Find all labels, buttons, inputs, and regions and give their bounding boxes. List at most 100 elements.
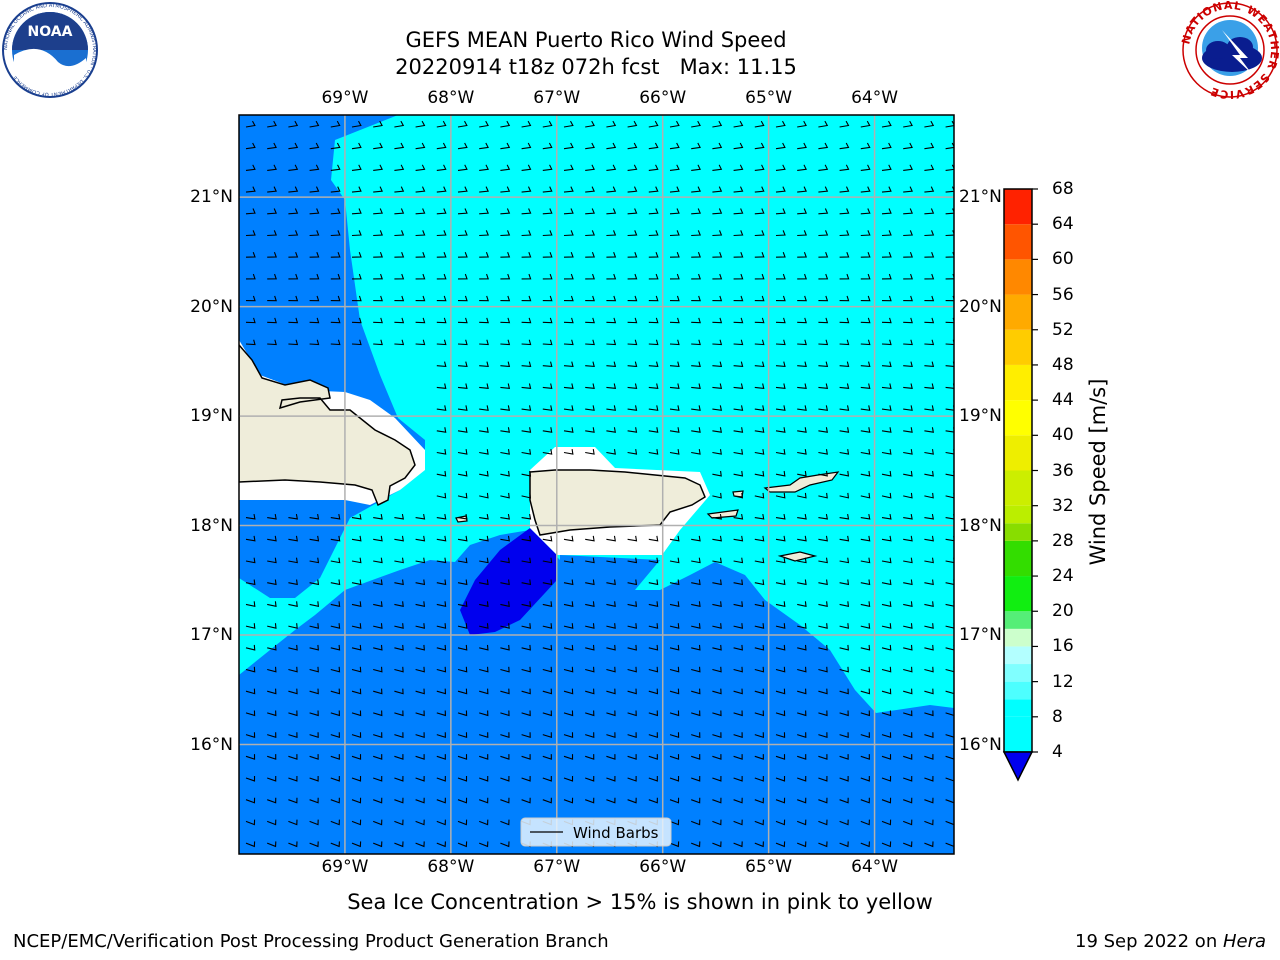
wind-barb <box>775 797 786 804</box>
wind-barb <box>606 557 616 564</box>
wind-barb <box>457 339 468 346</box>
wind-barb <box>521 230 532 237</box>
wind-barb <box>754 644 765 651</box>
wind-barb <box>245 732 256 739</box>
wind-barb <box>436 797 446 804</box>
wind-barb <box>839 666 849 673</box>
wind-barb <box>648 710 659 717</box>
wind-barb <box>881 470 892 477</box>
colorbar-tick-label: 56 <box>1052 284 1074 305</box>
wind-barb <box>288 623 298 629</box>
wind-barb <box>733 732 743 739</box>
wind-barb <box>415 666 425 673</box>
wind-barb <box>585 208 595 215</box>
wind-barb <box>267 644 277 651</box>
wind-barb <box>712 164 723 171</box>
wind-barb <box>563 623 574 629</box>
wind-barb <box>839 601 850 607</box>
wind-barb <box>436 339 447 346</box>
wind-barb <box>309 230 320 237</box>
wind-barb <box>733 797 743 804</box>
wind-barb <box>733 775 743 782</box>
island-vieques <box>706 509 739 519</box>
wind-barb <box>373 666 383 673</box>
wind-barb <box>394 797 404 804</box>
wind-barb <box>775 427 786 433</box>
wind-barb <box>881 273 892 280</box>
wind-barb <box>903 186 913 193</box>
wind-barb <box>691 666 701 673</box>
lat-tick-label-left: 20°N <box>190 296 233 317</box>
wind-barb <box>797 405 807 411</box>
wind-barb <box>691 383 701 389</box>
wind-barb <box>754 317 765 324</box>
wind-barb <box>394 557 404 564</box>
wind-barb <box>733 579 744 586</box>
wind-barb <box>351 317 362 324</box>
wind-barb <box>563 644 574 651</box>
colorbar-tick-label: 12 <box>1052 671 1074 692</box>
wind-barb <box>500 797 510 804</box>
wind-barb <box>754 186 765 193</box>
wind-barb <box>245 601 256 607</box>
wind-barb <box>648 142 659 150</box>
wind-barb <box>479 208 489 215</box>
wind-barb <box>691 120 701 128</box>
wind-barb <box>351 666 362 673</box>
wind-barb <box>436 710 447 717</box>
wind-barb <box>733 513 744 520</box>
wind-barb <box>330 623 341 629</box>
wind-barb <box>373 164 383 171</box>
wind-barb <box>818 775 828 782</box>
wind-barb <box>733 252 744 258</box>
wind-barb <box>585 339 595 346</box>
wind-barb <box>267 120 277 128</box>
wind-barb <box>881 557 892 564</box>
wind-barb <box>585 405 595 411</box>
wind-barb <box>839 339 850 346</box>
wind-barb <box>839 535 850 542</box>
wind-barb <box>479 623 489 629</box>
wind-barb <box>373 688 383 695</box>
wind-barb <box>903 120 913 128</box>
wind-barb <box>563 120 574 128</box>
wind-barb <box>436 295 447 302</box>
wind-barb <box>563 208 574 215</box>
wind-barb <box>606 405 617 411</box>
wind-barb <box>245 230 256 237</box>
wind-barb <box>881 775 892 782</box>
wind-barb <box>818 120 829 128</box>
wind-barb <box>563 775 574 782</box>
wind-barb <box>585 361 595 368</box>
wind-barb <box>500 666 510 673</box>
wind-barb <box>754 164 765 171</box>
wind-barb <box>839 273 850 280</box>
wind-barb <box>839 710 849 717</box>
wind-barb <box>436 732 446 739</box>
wind-barb <box>648 383 659 389</box>
wind-barb <box>288 120 299 128</box>
wind-barb <box>521 535 532 542</box>
wind-barb <box>521 601 532 607</box>
wind-barb <box>585 449 595 455</box>
legend-label: Wind Barbs <box>573 824 659 842</box>
wind-barb <box>860 427 871 433</box>
wind-barb <box>542 732 552 739</box>
wind-barb <box>267 557 277 564</box>
island-virgin-islands <box>763 471 840 493</box>
wind-barb <box>712 819 722 826</box>
wind-barb <box>797 252 807 258</box>
wind-barb <box>712 797 722 804</box>
wind-barb <box>733 557 744 564</box>
wind-barb <box>351 775 362 782</box>
wind-barb <box>669 754 680 760</box>
wind-barb <box>394 666 404 673</box>
wind-barb <box>330 252 341 258</box>
wind-barb <box>330 579 341 586</box>
land-hispaniola <box>239 343 416 507</box>
wind-barb <box>754 142 765 150</box>
wind-barb <box>691 819 701 826</box>
wind-barb <box>754 623 765 629</box>
colorbar <box>1004 189 1032 752</box>
wind-barb <box>903 405 913 411</box>
